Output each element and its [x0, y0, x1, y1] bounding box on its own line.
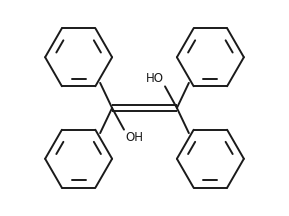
Text: OH: OH	[125, 131, 143, 144]
Text: HO: HO	[146, 72, 164, 85]
